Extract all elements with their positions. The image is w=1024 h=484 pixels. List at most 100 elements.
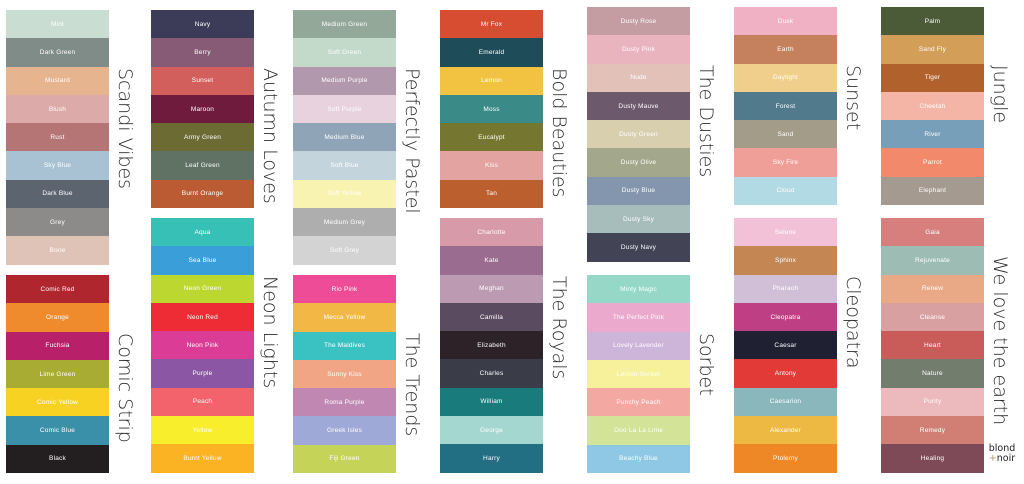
logo-plus: + <box>988 453 997 464</box>
color-swatch: Camilla <box>440 302 543 332</box>
color-swatch: Kiss <box>440 151 543 180</box>
color-swatch: Soft Purple <box>293 94 396 124</box>
color-swatch: Sky Blue <box>6 151 109 180</box>
palette-title: The Trends <box>401 333 423 437</box>
color-swatch: Parrot <box>881 148 984 177</box>
color-swatch: Charlotte <box>440 218 543 247</box>
color-swatch: Peach <box>151 387 254 417</box>
swatch-stack: Dusk Earth Daylight Forest Sand Sky Fire Cloud <box>734 7 837 206</box>
palette-title: Comic Strip <box>114 333 136 443</box>
color-swatch: Sand <box>734 120 837 149</box>
color-swatch: Nature <box>881 359 984 388</box>
color-swatch: Mecca Yellow <box>293 303 396 332</box>
color-swatch: Soft Yellow <box>293 179 396 209</box>
color-swatch: The Maldives <box>293 331 396 360</box>
color-swatch: Lovely Lavender <box>587 331 690 360</box>
color-swatch: Heart <box>881 331 984 360</box>
color-swatch: Burnt Yellow <box>151 444 254 473</box>
color-swatch: Punchy Peach <box>587 388 690 417</box>
color-swatch: Soft Grey <box>293 236 396 265</box>
color-swatch: Leaf Green <box>151 151 254 180</box>
swatch-stack: Mint Dark Green Mustard Blush Rust Sky Blue Da… <box>6 10 109 265</box>
color-swatch: Purity <box>881 387 984 417</box>
color-swatch: Sunny Kiss <box>293 359 396 389</box>
palette-title: The Dusties <box>695 65 717 178</box>
palette-title: Scandi Vibes <box>114 68 136 190</box>
color-swatch: Medium Blue <box>293 123 396 152</box>
color-swatch: Comic Blue <box>6 416 109 445</box>
color-swatch: Soft Blue <box>293 151 396 180</box>
palette-title: Neon Lights <box>259 276 281 389</box>
color-swatch: Army Green <box>151 123 254 152</box>
color-swatch: William <box>440 387 543 417</box>
color-swatch: Navy <box>151 10 254 39</box>
color-swatch: Tiger <box>881 63 984 92</box>
swatch-stack: Dusty Rose Dusty Pink Nude Dusty Mauve Dusty… <box>587 7 690 262</box>
color-swatch: Purple <box>151 359 254 388</box>
swatch-stack: Navy Berry Sunset Maroon Army Green Leaf Gree… <box>151 10 254 209</box>
color-swatch: Earth <box>734 35 837 64</box>
color-swatch: Dusty Pink <box>587 35 690 64</box>
color-swatch: The Perfect Pink <box>587 303 690 332</box>
swatch-stack: Aqua Sea Blue Neon Green Neon Red Neon Pink P… <box>151 218 254 473</box>
color-swatch: Rio Pink <box>293 275 396 304</box>
color-swatch: Pharaoh <box>734 274 837 303</box>
color-swatch: Sand Fly <box>881 35 984 64</box>
color-swatch: Alexander <box>734 416 837 445</box>
color-swatch: Harry <box>440 444 543 473</box>
color-swatch: Ooo La La Lime <box>587 416 690 445</box>
color-swatch: Sphinx <box>734 246 837 275</box>
swatch-stack: Gaia Rejuvenate Renew Cleanse Heart Nature Pur… <box>881 218 984 473</box>
color-swatch: Rejuvenate <box>881 246 984 275</box>
color-swatch: Mint <box>6 10 109 39</box>
swatch-stack: Comic Red Orange Fuchsia Lime Green Comic Ye… <box>6 275 109 474</box>
swatch-stack: Rio Pink Mecca Yellow The Maldives Sunny Ki… <box>293 275 396 474</box>
color-swatch: Lime Green <box>6 359 109 389</box>
color-swatch: Aqua <box>151 218 254 247</box>
color-swatch: Renew <box>881 274 984 303</box>
color-swatch: River <box>881 120 984 149</box>
color-swatch: Roma Purple <box>293 388 396 417</box>
color-swatch: Remedy <box>881 416 984 445</box>
color-swatch: Neon Red <box>151 302 254 332</box>
color-swatch: Dusty Rose <box>587 7 690 36</box>
color-swatch: Dusty Mauve <box>587 91 690 121</box>
color-swatch: Dusty Green <box>587 120 690 149</box>
color-swatch: Dusty Blue <box>587 176 690 206</box>
color-swatch: Cleopatra <box>734 302 837 332</box>
color-swatch: Caesarion <box>734 387 837 417</box>
color-swatch: Orange <box>6 303 109 332</box>
logo-line-2: +noir <box>986 454 1018 464</box>
color-swatch: Elephant <box>881 176 984 206</box>
color-swatch: Cheetah <box>881 91 984 121</box>
color-swatch: Neon Green <box>151 274 254 303</box>
color-swatch: Nude <box>587 63 690 92</box>
color-swatch: Bone <box>6 236 109 265</box>
color-swatch: Antony <box>734 359 837 388</box>
color-swatch: Medium Purple <box>293 66 396 95</box>
color-swatch: Comic Yellow <box>6 388 109 417</box>
swatch-stack: Minty Magic The Perfect Pink Lovely Lavend… <box>587 275 690 474</box>
color-swatch: Fiji Green <box>293 444 396 474</box>
color-swatch: Forest <box>734 91 837 121</box>
color-swatch: Minty Magic <box>587 275 690 304</box>
color-swatch: Fuchsia <box>6 331 109 360</box>
color-swatch: Beachy Blue <box>587 444 690 474</box>
palette-title: The Royals <box>548 276 570 380</box>
color-swatch: Lemon <box>440 66 543 95</box>
swatch-stack: Charlotte Kate Meghan Camilla Elizabeth Charl… <box>440 218 543 473</box>
brand-logo: blond +noir <box>986 444 1018 464</box>
color-swatch: Meghan <box>440 274 543 303</box>
color-swatch: Grey <box>6 208 109 237</box>
color-swatch: Dusty Sky <box>587 205 690 234</box>
color-swatch: Emerald <box>440 38 543 67</box>
color-swatch: Yellow <box>151 416 254 445</box>
color-swatch: Dark Blue <box>6 179 109 209</box>
color-swatch: Mr Fox <box>440 10 543 39</box>
palette-title: Perfectly Pastel <box>401 68 423 214</box>
color-swatch: Rust <box>6 123 109 152</box>
color-swatch: Lemon Sorbet <box>587 359 690 389</box>
color-swatch: Neon Pink <box>151 331 254 360</box>
swatch-stack: Medium Green Soft Green Medium Purple Soft … <box>293 10 396 265</box>
palette-title: Sunset <box>842 65 864 131</box>
